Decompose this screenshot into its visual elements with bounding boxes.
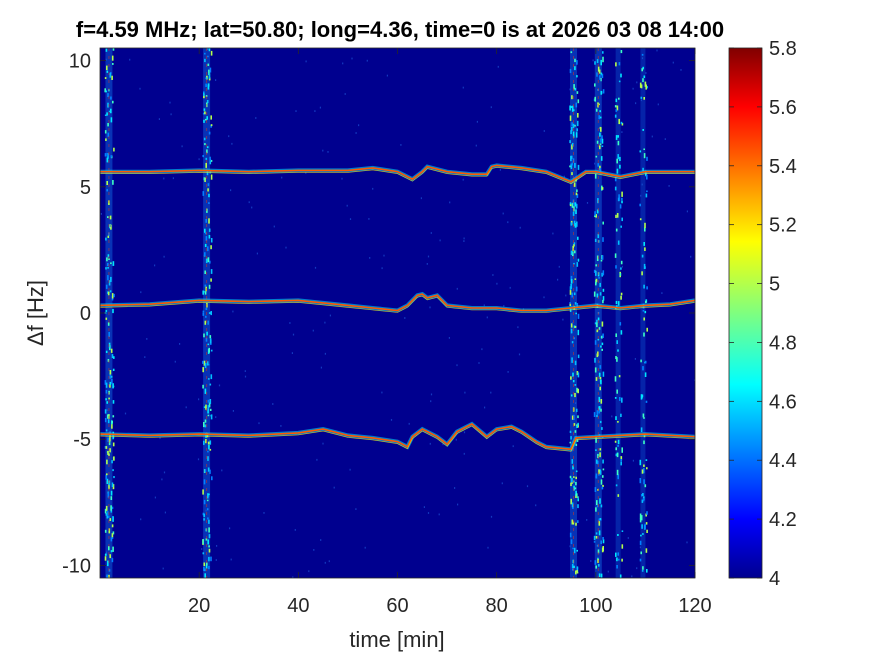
- x-tick-label: 100: [579, 595, 612, 617]
- x-tick-label: 80: [486, 595, 508, 617]
- mode-trace-0: [100, 163, 695, 185]
- interference-band-0: [104, 48, 115, 578]
- interference-band-5: [639, 48, 648, 578]
- colorbar-tick-label: 4: [769, 568, 780, 590]
- signal-traces: [100, 163, 695, 452]
- interference-band-3: [593, 48, 605, 578]
- y-axis: 10 5 0 -5 -10: [62, 51, 695, 577]
- colorbar-tick-label: 5: [769, 274, 780, 296]
- x-tick-label: 40: [287, 595, 309, 617]
- colorbar-tick-label: 5.8: [769, 38, 797, 60]
- x-tick-label: 120: [678, 595, 711, 617]
- colorbar-tick-label: 5.2: [769, 215, 797, 237]
- colorbar-tick-label: 4.4: [769, 450, 797, 472]
- chart-title: f=4.59 MHz; lat=50.80; long=4.36, time=0…: [76, 17, 724, 42]
- x-axis: 20 40 60 80 100 120: [188, 48, 712, 617]
- colorbar-tick-label: 5.6: [769, 97, 797, 119]
- x-tick-label: 60: [386, 595, 408, 617]
- x-axis-label: time [min]: [349, 627, 444, 652]
- y-tick-label: -10: [62, 555, 91, 577]
- x-tick-label: 20: [188, 595, 210, 617]
- y-tick-label: 10: [69, 51, 91, 73]
- y-tick-label: 0: [80, 303, 91, 325]
- colorbar-tick-label: 4.6: [769, 391, 797, 413]
- y-axis-label: Δf [Hz]: [23, 280, 48, 346]
- background-noise: [100, 49, 695, 578]
- y-tick-label: -5: [73, 429, 91, 451]
- plot-background: [100, 48, 695, 578]
- colorbar: [728, 47, 763, 579]
- interference-band-1: [202, 48, 213, 578]
- colorbar-tick-label: 4.8: [769, 332, 797, 354]
- mode-trace-2: [100, 421, 695, 452]
- colorbar-axis: 4 4.2 4.4 4.6 4.8 5 5.2 5.4 5.6 5.8: [729, 38, 797, 590]
- y-tick-label: 5: [80, 177, 91, 199]
- mode-trace-1: [100, 291, 695, 313]
- colorbar-tick-label: 5.4: [769, 156, 797, 178]
- colorbar-tick-label: 4.2: [769, 509, 797, 531]
